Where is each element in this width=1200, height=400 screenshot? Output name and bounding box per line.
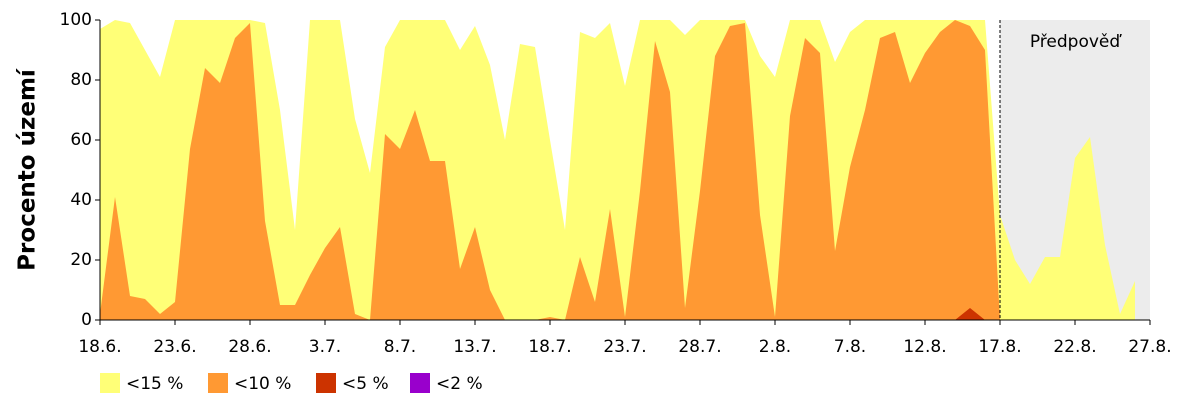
y-tick-label: 60 xyxy=(70,130,92,150)
x-tick-label: 28.6. xyxy=(228,337,271,357)
legend-label: <5 % xyxy=(342,374,389,394)
legend-label: <10 % xyxy=(234,374,291,394)
x-tick-label: 13.7. xyxy=(453,337,496,357)
x-tick-label: 22.8. xyxy=(1053,337,1096,357)
y-axis-title: Procento území xyxy=(15,68,41,271)
y-tick-label: 40 xyxy=(70,190,92,210)
y-tick-label: 100 xyxy=(60,10,92,30)
area xyxy=(100,20,1000,320)
x-tick-label: 23.6. xyxy=(153,337,196,357)
y-tick-label: 80 xyxy=(70,70,92,90)
x-tick-label: 2.8. xyxy=(759,337,791,357)
legend-swatch xyxy=(100,373,120,393)
x-tick-label: 3.7. xyxy=(309,337,341,357)
x-tick-label: 28.7. xyxy=(678,337,721,357)
x-tick-label: 8.7. xyxy=(384,337,416,357)
legend-swatch xyxy=(316,373,336,393)
legend-label: <15 % xyxy=(126,374,183,394)
x-tick-label: 7.8. xyxy=(834,337,866,357)
legend-swatch xyxy=(410,373,430,393)
legend-swatch xyxy=(208,373,228,393)
x-tick-label: 23.7. xyxy=(603,337,646,357)
x-tick-label: 12.8. xyxy=(903,337,946,357)
x-tick-label: 27.8. xyxy=(1128,337,1171,357)
legend-label: <2 % xyxy=(436,374,483,394)
y-tick-label: 0 xyxy=(81,310,92,330)
x-tick-label: 17.8. xyxy=(978,337,1021,357)
y-tick-label: 20 xyxy=(70,250,92,270)
x-tick-label: 18.7. xyxy=(528,337,571,357)
x-tick-label: 18.6. xyxy=(78,337,121,357)
forecast-label: Předpověď xyxy=(1030,32,1123,52)
